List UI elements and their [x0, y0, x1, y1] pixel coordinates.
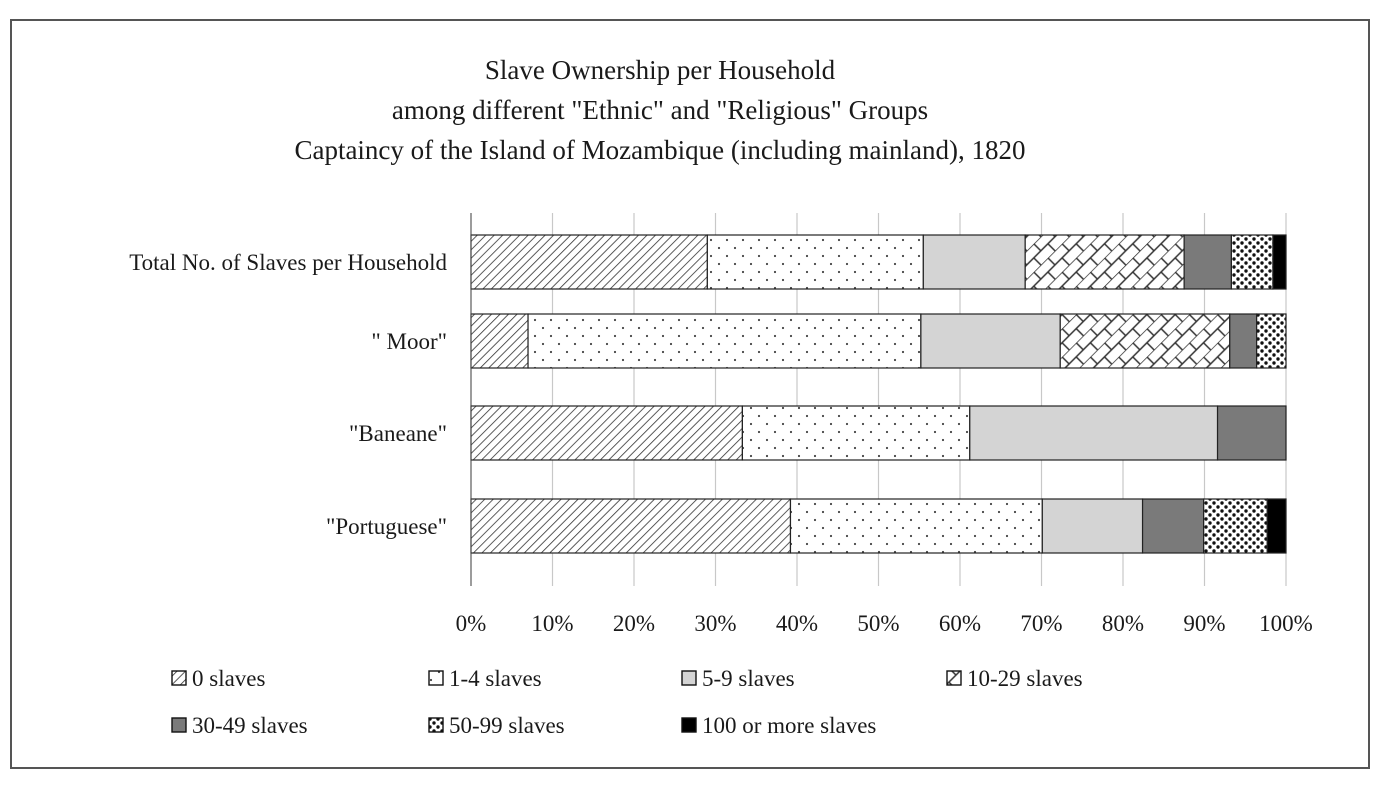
legend-swatch [171, 717, 187, 733]
legend-swatch [171, 670, 187, 686]
x-tick-label: 70% [1020, 611, 1062, 636]
legend-label: 1-4 slaves [449, 666, 542, 691]
bar-segment [470, 234, 708, 290]
legend-swatch [428, 670, 444, 686]
bar-segment [1059, 313, 1231, 369]
legend-label: 10-29 slaves [967, 666, 1083, 691]
bar-segment [1229, 313, 1258, 369]
category-label: "Baneane" [349, 421, 447, 446]
x-tick-label: 100% [1259, 611, 1313, 636]
x-tick-label: 20% [613, 611, 655, 636]
y-axis-category-labels: Total No. of Slaves per Household " Moor"… [129, 250, 447, 539]
bar-segment [470, 498, 792, 554]
bar-segment [1024, 234, 1185, 290]
x-tick-label: 60% [939, 611, 981, 636]
category-label: "Portuguese" [326, 514, 447, 539]
bar-segment [706, 234, 924, 290]
bar-segment [741, 405, 971, 461]
title-line-3: Captaincy of the Island of Mozambique (i… [294, 135, 1025, 165]
legend-label: 5-9 slaves [702, 666, 795, 691]
bar-segment [969, 405, 1219, 461]
x-tick-label: 10% [531, 611, 573, 636]
bar-segment [789, 498, 1043, 554]
legend: 0 slaves 1-4 slaves 5-9 slaves 10-29 slaves… [171, 666, 1083, 738]
x-tick-label: 30% [694, 611, 736, 636]
bar-segment [1256, 313, 1287, 369]
bar-segment [1216, 405, 1287, 461]
bar-segment [1266, 498, 1287, 554]
legend-swatch [681, 670, 697, 686]
bar-segment [920, 313, 1061, 369]
x-axis-tick-labels: 0% 10% 20% 30% 40% 50% 60% 70% 80% 90% 100% [456, 611, 1313, 636]
bar-segment [922, 234, 1026, 290]
bar-segment [1141, 498, 1205, 554]
legend-swatch [428, 717, 444, 733]
bar-segment [1041, 498, 1144, 554]
x-tick-label: 40% [776, 611, 818, 636]
bar-segment [1203, 498, 1268, 554]
bar-segment [470, 313, 529, 369]
chart-title: Slave Ownership per Household among diff… [294, 55, 1025, 165]
category-label: Total No. of Slaves per Household [129, 250, 447, 275]
bar-segment [1230, 234, 1274, 290]
title-line-2: among different "Ethnic" and "Religious"… [392, 95, 928, 125]
legend-label: 30-49 slaves [192, 713, 308, 738]
bar-segment [527, 313, 922, 369]
legend-label: 50-99 slaves [449, 713, 565, 738]
chart-frame: Slave Ownership per Household among diff… [10, 19, 1370, 769]
legend-swatch [681, 717, 697, 733]
legend-label: 0 slaves [192, 666, 266, 691]
x-tick-label: 0% [456, 611, 487, 636]
legend-swatch [946, 670, 962, 686]
title-line-1: Slave Ownership per Household [485, 55, 836, 85]
bar-segment [1183, 234, 1232, 290]
category-label: " Moor" [371, 329, 447, 354]
bar-segment [470, 405, 743, 461]
x-tick-label: 90% [1183, 611, 1225, 636]
chart-svg: Slave Ownership per Household among diff… [129, 55, 1313, 738]
stacked-bars [470, 234, 1287, 554]
x-tick-label: 50% [857, 611, 899, 636]
bar-segment [1272, 234, 1287, 290]
x-tick-label: 80% [1102, 611, 1144, 636]
legend-label: 100 or more slaves [702, 713, 876, 738]
